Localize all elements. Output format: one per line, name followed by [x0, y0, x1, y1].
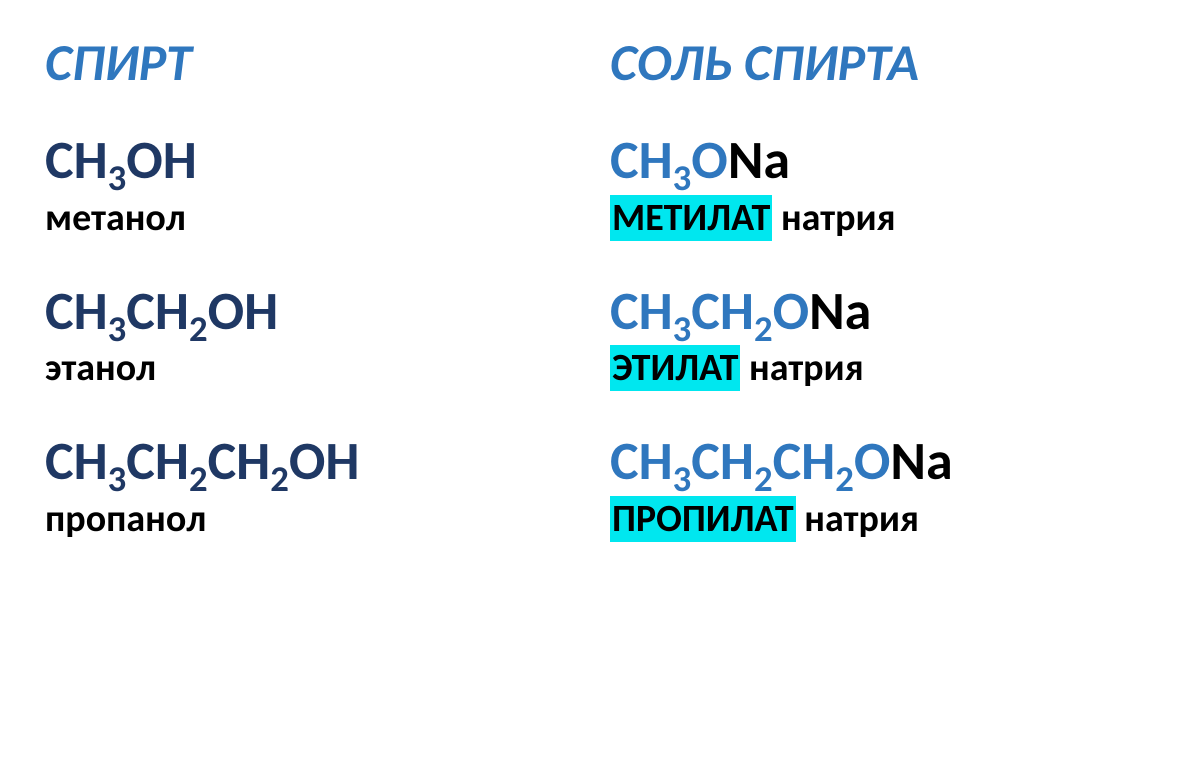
salt-name-rest: натрия [772, 195, 895, 241]
salt-entry: CH3CH2ONa ЭТИЛАТ натрия [610, 283, 1155, 392]
salt-name-rest: натрия [740, 345, 863, 391]
salt-name-highlight: ПРОПИЛАТ [610, 496, 796, 542]
salt-entry: CH3ONa МЕТИЛАТ натрия [610, 132, 1155, 241]
alcohol-name: метанол [45, 195, 590, 241]
salts-heading: СОЛЬ СПИРТА [610, 30, 1155, 94]
alcohol-entry: CH3OH метанол [45, 132, 590, 241]
salt-formula-alkoxide-part: CH3O [610, 127, 728, 193]
alcohol-entry: CH3CH2CH2OH пропанол [45, 433, 590, 542]
alcohol-formula: CH3CH2CH2OH [45, 433, 590, 490]
salt-formula-alkoxide-part: CH3CH2CH2O [610, 428, 890, 494]
salt-name: ПРОПИЛАТ натрия [610, 496, 1155, 542]
alcohols-list: CH3OH метанол CH3CH2OH этанол CH3CH2CH2OH про… [45, 132, 590, 584]
salt-name-rest: натрия [796, 496, 919, 542]
salts-list: CH3ONaМЕТИЛАТ натрияCH3CH2ONaЭТИЛАТ натр… [610, 132, 1155, 584]
alcohols-column: СПИРТ CH3OH метанол CH3CH2OH этанол CH3CH2CH… [45, 30, 590, 738]
alcohol-entry: CH3CH2OH этанол [45, 283, 590, 392]
salt-formula-metal-part: Na [890, 428, 952, 494]
salt-formula: CH3CH2ONa [610, 283, 1155, 340]
salt-formula: CH3CH2CH2ONa [610, 433, 1155, 490]
salt-name: МЕТИЛАТ натрия [610, 195, 1155, 241]
salt-formula: CH3ONa [610, 132, 1155, 189]
alcohol-formula: CH3CH2OH [45, 283, 590, 340]
alcohol-name: этанол [45, 345, 590, 391]
salt-entry: CH3CH2CH2ONa ПРОПИЛАТ натрия [610, 433, 1155, 542]
salt-name-highlight: ЭТИЛАТ [610, 345, 740, 391]
salt-name: ЭТИЛАТ натрия [610, 345, 1155, 391]
salt-formula-metal-part: Na [809, 278, 871, 344]
alcohol-name: пропанол [45, 496, 590, 542]
salts-column: СОЛЬ СПИРТА CH3ONaМЕТИЛАТ натрияCH3CH2ON… [590, 30, 1155, 738]
salt-formula-alkoxide-part: CH3CH2O [610, 278, 809, 344]
alcohols-heading: СПИРТ [45, 30, 590, 94]
salt-name-highlight: МЕТИЛАТ [610, 195, 772, 241]
salt-formula-metal-part: Na [728, 127, 790, 193]
alcohol-formula: CH3OH [45, 132, 590, 189]
